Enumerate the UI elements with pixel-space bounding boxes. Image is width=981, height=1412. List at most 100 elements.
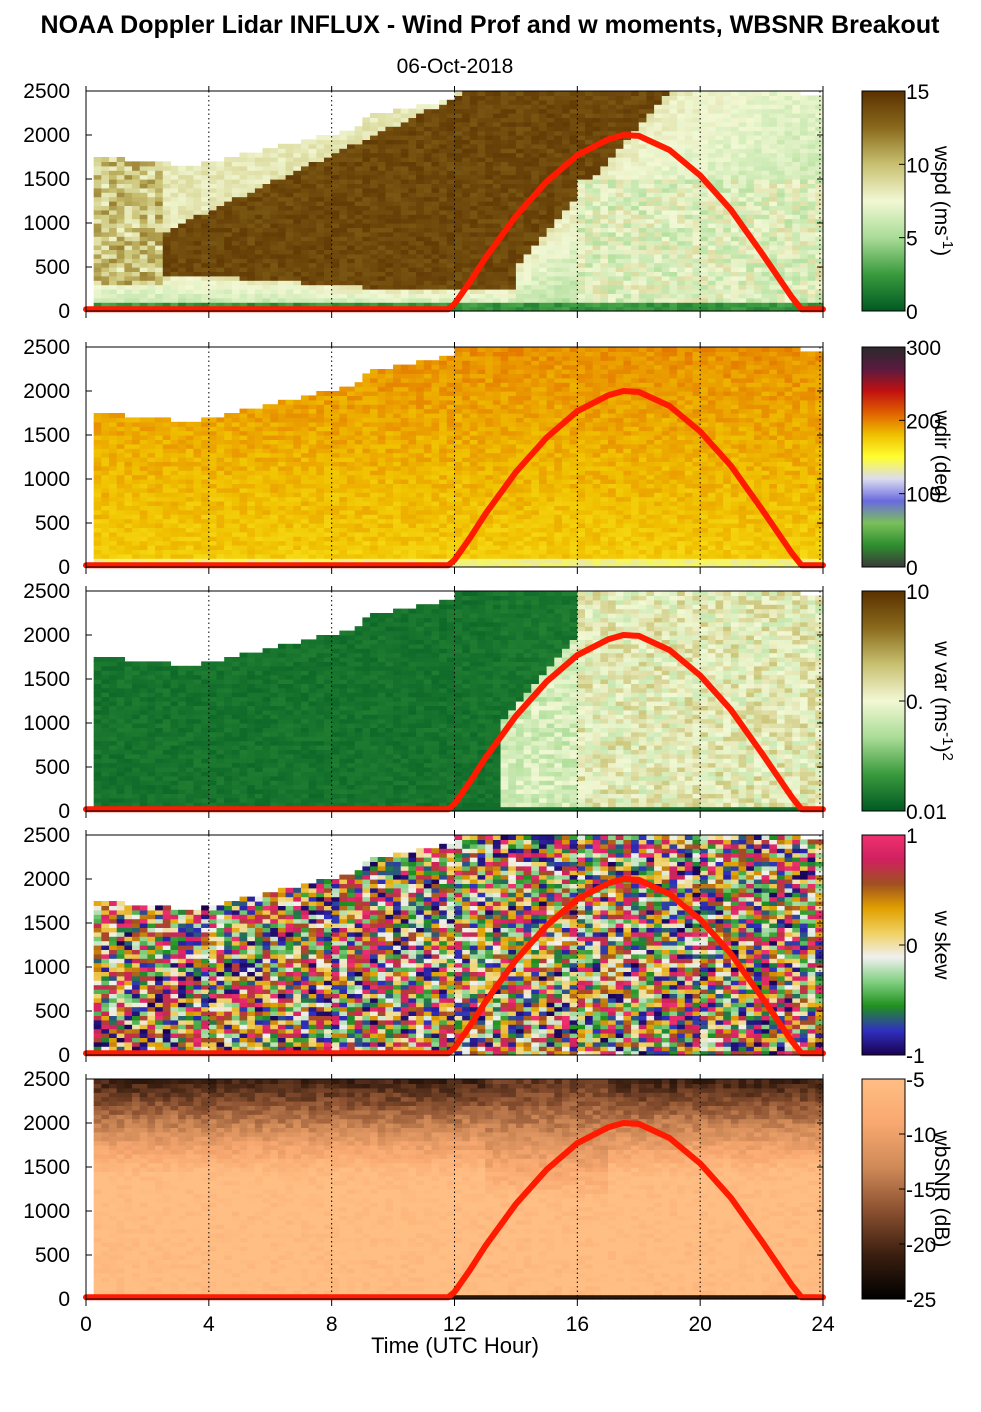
heatmap-cell: [769, 223, 778, 228]
heatmap-cell: [132, 545, 141, 550]
heatmap-cell: [247, 218, 256, 224]
heatmap-cell: [170, 179, 179, 184]
heatmap-cell: [208, 426, 218, 432]
heatmap-cell: [730, 293, 740, 299]
heatmap-cell: [101, 492, 110, 498]
heatmap-cell: [231, 262, 241, 268]
heatmap-cell: [515, 126, 525, 132]
heatmap-cell: [116, 479, 125, 484]
heatmap-cell: [293, 227, 302, 233]
heatmap-cell: [738, 293, 747, 299]
heatmap-cell: [523, 117, 532, 123]
heatmap-cell: [508, 231, 517, 237]
heatmap-cell: [746, 223, 755, 228]
heatmap-cell: [753, 126, 763, 132]
heatmap-cell: [677, 275, 686, 281]
heatmap-cell: [362, 240, 371, 246]
heatmap-cell: [684, 183, 694, 189]
heatmap-cell: [231, 297, 241, 303]
heatmap-cell: [554, 117, 563, 123]
heatmap-cell: [784, 192, 793, 198]
heatmap-cell: [185, 465, 195, 471]
heatmap-cell: [477, 209, 486, 215]
heatmap-cell: [178, 492, 187, 498]
heatmap-cell: [577, 223, 586, 228]
heatmap-cell: [792, 165, 801, 171]
heatmap-cell: [799, 95, 809, 101]
heatmap-cell: [231, 249, 241, 255]
heatmap-cell: [247, 179, 256, 184]
heatmap-cell: [700, 214, 709, 220]
heatmap-cell: [116, 201, 125, 206]
heatmap-cell: [201, 430, 210, 436]
heatmap-cell: [362, 245, 371, 250]
heatmap-cell: [638, 297, 648, 303]
heatmap-cell: [600, 95, 609, 101]
heatmap-cell: [354, 183, 363, 189]
heatmap-cell: [515, 236, 525, 242]
heatmap-cell: [554, 187, 563, 193]
heatmap-cell: [416, 165, 425, 171]
heatmap-cell: [761, 165, 770, 171]
heatmap-cell: [132, 487, 141, 493]
heatmap-cell: [124, 183, 133, 189]
heatmap-cell: [185, 540, 195, 546]
heatmap-cell: [684, 267, 694, 272]
heatmap-cell: [247, 514, 256, 520]
heatmap-cell: [615, 253, 624, 259]
heatmap-cell: [538, 209, 548, 215]
heatmap-cell: [362, 135, 371, 140]
heatmap-cell: [561, 99, 571, 105]
heatmap-cell: [661, 183, 671, 189]
heatmap-cell: [531, 143, 540, 149]
heatmap-cell: [370, 170, 379, 176]
heatmap-cell: [270, 183, 279, 189]
heatmap-cell: [738, 174, 747, 180]
heatmap-cell: [354, 271, 363, 277]
heatmap-cell: [377, 280, 387, 286]
heatmap-cell: [646, 126, 655, 132]
heatmap-cell: [423, 108, 433, 114]
heatmap-cell: [753, 95, 763, 101]
heatmap-cell: [600, 262, 609, 268]
heatmap-cell: [101, 549, 110, 555]
heatmap-cell: [761, 91, 770, 96]
heatmap-cell: [362, 297, 371, 303]
heatmap-cell: [746, 139, 755, 145]
heatmap-cell: [523, 284, 532, 290]
heatmap-cell: [109, 417, 118, 423]
heatmap-cell: [615, 214, 624, 220]
heatmap-cell: [792, 91, 801, 96]
heatmap-cell: [224, 161, 233, 167]
heatmap-cell: [554, 280, 563, 286]
heatmap-cell: [561, 231, 571, 237]
heatmap-cell: [308, 245, 317, 250]
heatmap-cell: [815, 227, 824, 233]
heatmap-cell: [531, 231, 540, 237]
heatmap-cell: [354, 231, 363, 237]
heatmap-cell: [554, 236, 563, 242]
heatmap-cell: [738, 236, 747, 242]
heatmap-cell: [139, 483, 149, 489]
heatmap-cell: [400, 280, 410, 286]
heatmap-cell: [262, 271, 271, 277]
heatmap-cell: [308, 161, 317, 167]
heatmap-cell: [377, 157, 387, 162]
heatmap-cell: [784, 240, 793, 246]
heatmap-cell: [247, 249, 256, 255]
heatmap-cell: [523, 293, 532, 299]
heatmap-cell: [684, 258, 694, 264]
heatmap-cell: [170, 443, 179, 449]
heatmap-cell: [185, 452, 195, 458]
heatmap-cell: [677, 302, 686, 308]
heatmap-cell: [101, 487, 110, 493]
heatmap-cell: [646, 262, 655, 268]
heatmap-cell: [477, 284, 486, 290]
heatmap-cell: [769, 174, 778, 180]
heatmap-cell: [446, 205, 456, 211]
heatmap-cell: [592, 267, 601, 272]
heatmap-cell: [139, 258, 149, 264]
heatmap-cell: [807, 108, 816, 114]
heatmap-cell: [147, 483, 156, 489]
